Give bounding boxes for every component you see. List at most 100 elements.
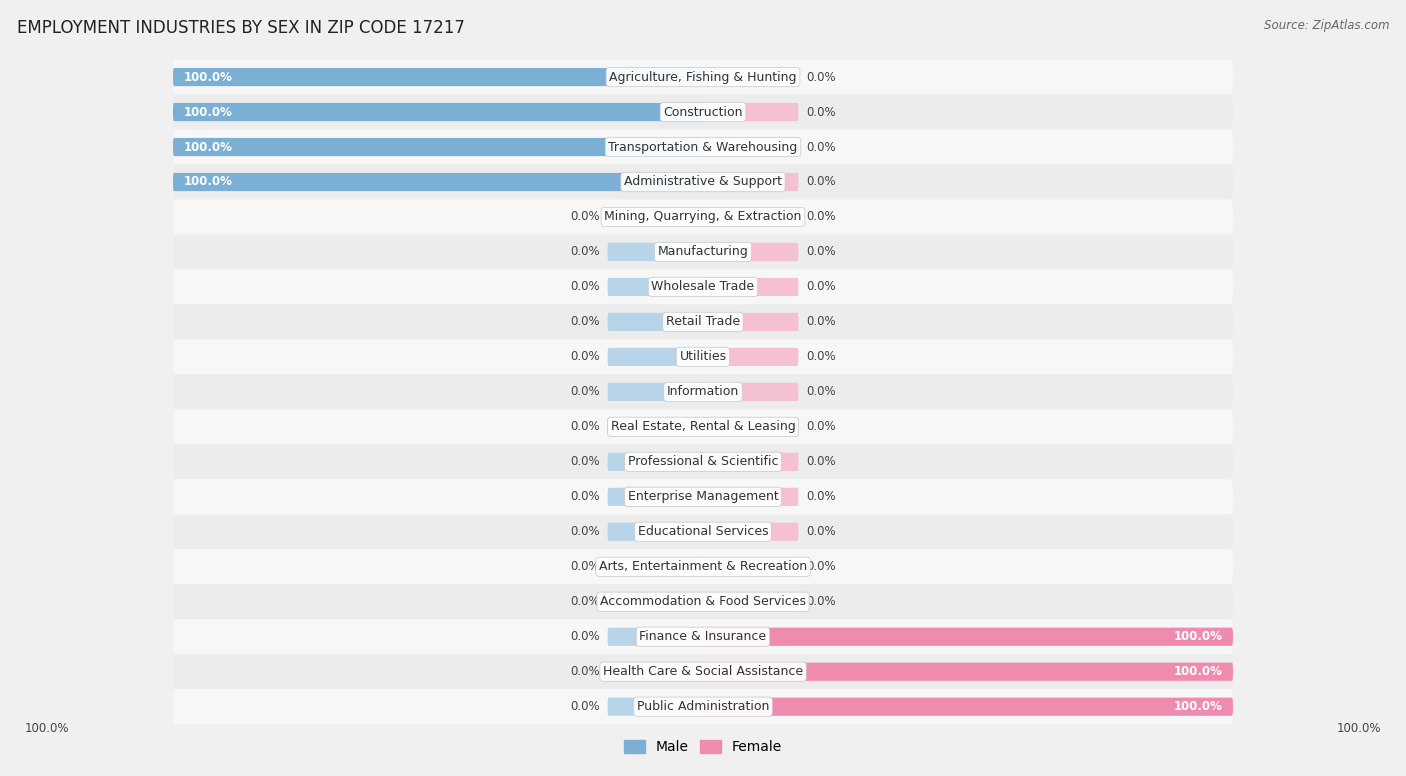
Text: 0.0%: 0.0% [807,595,837,608]
Text: 0.0%: 0.0% [569,595,599,608]
FancyBboxPatch shape [173,68,703,86]
Text: Wholesale Trade: Wholesale Trade [651,280,755,293]
Text: 0.0%: 0.0% [807,140,837,154]
Text: 0.0%: 0.0% [807,525,837,539]
Text: Mining, Quarrying, & Extraction: Mining, Quarrying, & Extraction [605,210,801,223]
Text: 0.0%: 0.0% [569,351,599,363]
Text: Retail Trade: Retail Trade [666,315,740,328]
FancyBboxPatch shape [703,138,799,156]
FancyBboxPatch shape [607,698,703,715]
FancyBboxPatch shape [607,243,703,261]
Text: 0.0%: 0.0% [807,71,837,84]
Text: Administrative & Support: Administrative & Support [624,175,782,189]
FancyBboxPatch shape [703,278,799,296]
FancyBboxPatch shape [173,138,703,156]
Text: 0.0%: 0.0% [807,175,837,189]
FancyBboxPatch shape [607,278,703,296]
Text: Real Estate, Rental & Leasing: Real Estate, Rental & Leasing [610,421,796,433]
FancyBboxPatch shape [173,514,1233,549]
Text: 0.0%: 0.0% [807,490,837,504]
Text: 100.0%: 100.0% [184,71,232,84]
FancyBboxPatch shape [607,313,703,331]
Text: 100.0%: 100.0% [184,140,232,154]
FancyBboxPatch shape [173,304,1233,339]
FancyBboxPatch shape [703,68,799,86]
Text: Educational Services: Educational Services [638,525,768,539]
Text: 100.0%: 100.0% [1174,700,1222,713]
Text: 0.0%: 0.0% [569,315,599,328]
Text: 100.0%: 100.0% [1174,665,1222,678]
FancyBboxPatch shape [703,208,799,226]
FancyBboxPatch shape [173,584,1233,619]
FancyBboxPatch shape [173,130,1233,165]
Text: EMPLOYMENT INDUSTRIES BY SEX IN ZIP CODE 17217: EMPLOYMENT INDUSTRIES BY SEX IN ZIP CODE… [17,19,465,37]
FancyBboxPatch shape [173,95,1233,130]
FancyBboxPatch shape [173,339,1233,374]
FancyBboxPatch shape [607,452,703,471]
FancyBboxPatch shape [703,488,799,506]
FancyBboxPatch shape [703,593,799,611]
FancyBboxPatch shape [173,619,1233,654]
Text: Agriculture, Fishing & Hunting: Agriculture, Fishing & Hunting [609,71,797,84]
Text: 0.0%: 0.0% [807,210,837,223]
FancyBboxPatch shape [173,654,1233,689]
Text: 0.0%: 0.0% [807,386,837,398]
FancyBboxPatch shape [173,689,1233,724]
Text: 0.0%: 0.0% [807,245,837,258]
Text: 0.0%: 0.0% [569,421,599,433]
Text: Arts, Entertainment & Recreation: Arts, Entertainment & Recreation [599,560,807,573]
Text: Source: ZipAtlas.com: Source: ZipAtlas.com [1264,19,1389,33]
FancyBboxPatch shape [703,452,799,471]
Text: 0.0%: 0.0% [569,700,599,713]
FancyBboxPatch shape [173,199,1233,234]
Text: 0.0%: 0.0% [807,456,837,469]
Text: 0.0%: 0.0% [807,421,837,433]
Text: Public Administration: Public Administration [637,700,769,713]
Text: 100.0%: 100.0% [184,106,232,119]
Text: Information: Information [666,386,740,398]
FancyBboxPatch shape [703,417,799,436]
FancyBboxPatch shape [703,523,799,541]
Text: 0.0%: 0.0% [569,386,599,398]
Text: 0.0%: 0.0% [569,525,599,539]
Text: Transportation & Warehousing: Transportation & Warehousing [609,140,797,154]
Text: 0.0%: 0.0% [569,560,599,573]
FancyBboxPatch shape [703,383,799,401]
FancyBboxPatch shape [173,269,1233,304]
FancyBboxPatch shape [607,663,703,681]
FancyBboxPatch shape [173,173,703,191]
FancyBboxPatch shape [607,523,703,541]
FancyBboxPatch shape [607,488,703,506]
Legend: Male, Female: Male, Female [619,735,787,760]
FancyBboxPatch shape [173,165,1233,199]
FancyBboxPatch shape [703,558,799,576]
FancyBboxPatch shape [607,628,703,646]
FancyBboxPatch shape [703,698,1233,715]
FancyBboxPatch shape [703,103,799,121]
FancyBboxPatch shape [703,663,1233,681]
Text: 0.0%: 0.0% [569,490,599,504]
FancyBboxPatch shape [703,173,799,191]
FancyBboxPatch shape [607,593,703,611]
Text: Manufacturing: Manufacturing [658,245,748,258]
Text: Utilities: Utilities [679,351,727,363]
Text: Finance & Insurance: Finance & Insurance [640,630,766,643]
FancyBboxPatch shape [173,480,1233,514]
Text: 0.0%: 0.0% [807,106,837,119]
Text: 100.0%: 100.0% [184,175,232,189]
Text: Construction: Construction [664,106,742,119]
Text: Health Care & Social Assistance: Health Care & Social Assistance [603,665,803,678]
Text: 0.0%: 0.0% [807,280,837,293]
Text: 0.0%: 0.0% [807,315,837,328]
FancyBboxPatch shape [703,313,799,331]
FancyBboxPatch shape [173,60,1233,95]
FancyBboxPatch shape [703,243,799,261]
FancyBboxPatch shape [607,383,703,401]
FancyBboxPatch shape [173,234,1233,269]
Text: 0.0%: 0.0% [569,665,599,678]
FancyBboxPatch shape [173,374,1233,410]
FancyBboxPatch shape [173,103,703,121]
FancyBboxPatch shape [173,410,1233,445]
Text: 0.0%: 0.0% [569,210,599,223]
Text: 0.0%: 0.0% [569,456,599,469]
